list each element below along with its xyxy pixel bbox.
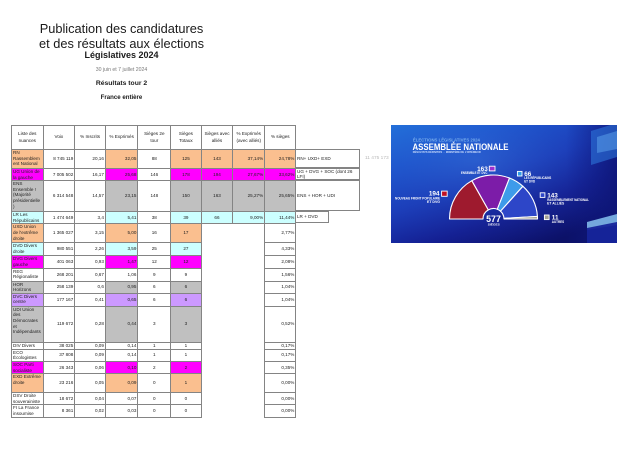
svg-text:ET DVG: ET DVG — [427, 200, 441, 204]
svg-text:ASSEMBLÉE NATIONALE: ASSEMBLÉE NATIONALE — [412, 142, 508, 152]
svg-text:SIÈGES: SIÈGES — [487, 222, 499, 227]
svg-text:RÉSULTATS DÉFINITIFS - MINIS: RÉSULTATS DÉFINITIFS - MINISTÈRE DE L'IN… — [412, 149, 480, 154]
svg-text:11: 11 — [551, 214, 558, 221]
svg-text:LES RÉPUBLICAINS: LES RÉPUBLICAINS — [524, 175, 551, 180]
svg-text:66: 66 — [524, 171, 532, 178]
svg-text:AUTRES: AUTRES — [551, 220, 563, 224]
svg-text:163: 163 — [477, 166, 488, 173]
svg-text:577: 577 — [486, 214, 501, 224]
svg-text:ET DVD: ET DVD — [524, 180, 536, 184]
svg-text:RASSEMBLEMENT NATIONAL: RASSEMBLEMENT NATIONAL — [547, 198, 589, 202]
svg-text:ET ALLIÉS: ET ALLIÉS — [547, 200, 564, 205]
svg-text:194: 194 — [428, 191, 439, 198]
svg-text:ENSEMBLE ET DVC: ENSEMBLE ET DVC — [461, 171, 488, 175]
svg-text:NOUVEAU FRONT POPULAIRE: NOUVEAU FRONT POPULAIRE — [395, 197, 440, 201]
svg-text:143: 143 — [547, 193, 558, 200]
svg-text:ÉLECTIONS LÉGISLATIVES 2024: ÉLECTIONS LÉGISLATIVES 2024 — [412, 135, 479, 142]
